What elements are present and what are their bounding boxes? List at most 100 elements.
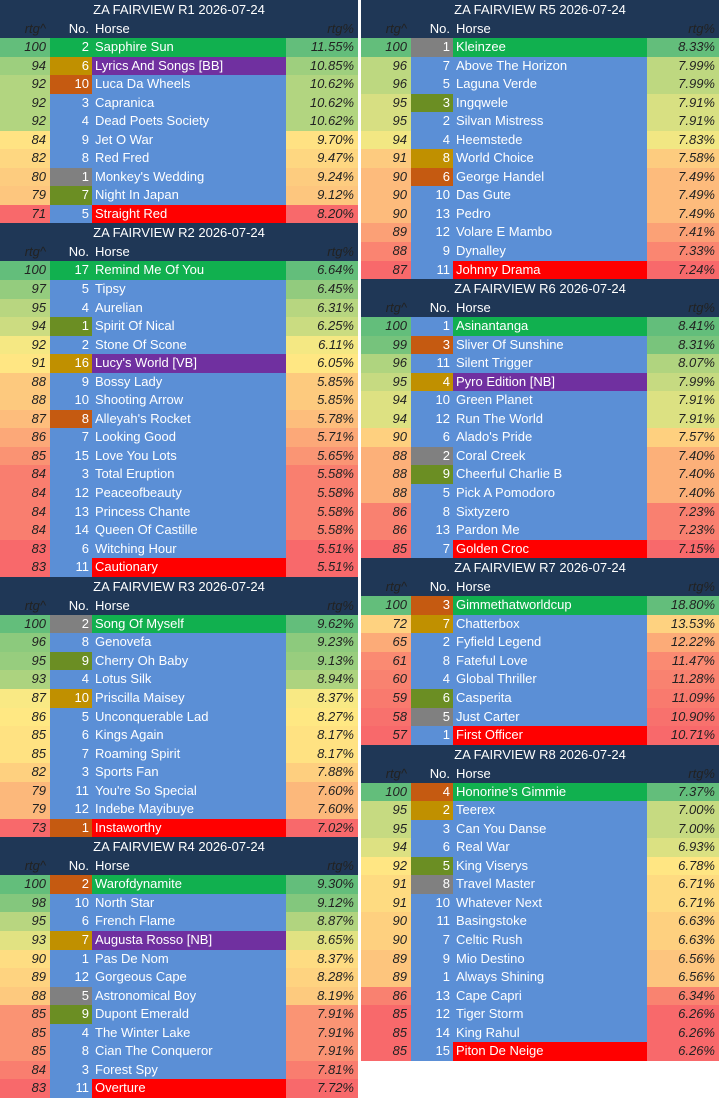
rating-cell: 92 [361, 856, 411, 876]
rating-percent-cell: 5.51% [286, 539, 358, 559]
table-row: 100 17 Remind Me Of You 6.64% [0, 261, 358, 281]
rating-cell: 94 [361, 409, 411, 429]
horse-name: Johnny Drama [453, 260, 647, 280]
rating-percent-cell: 8.19% [286, 986, 358, 1006]
header-horse: Horse [453, 763, 647, 783]
table-row: 88 9 Cheerful Charlie B 7.40% [361, 465, 719, 485]
horse-name: Real War [453, 838, 647, 857]
table-row: 92 5 King Viserys 6.78% [361, 856, 719, 876]
rating-cell: 86 [0, 428, 50, 447]
race-table: ZA FAIRVIEW R2 2026-07-24 rtg^ No. Horse rtg… [0, 223, 358, 577]
rating-cell: 86 [361, 986, 411, 1006]
rating-percent-cell: 7.91% [647, 93, 719, 113]
table-row: 94 10 Green Planet 7.91% [361, 391, 719, 410]
rating-percent-cell: 7.41% [647, 223, 719, 243]
horse-number: 4 [411, 782, 453, 802]
horse-name: Above The Horizon [453, 56, 647, 76]
table-row: 73 1 Instaworthy 7.02% [0, 818, 358, 838]
rating-cell: 89 [0, 968, 50, 987]
horse-name: Instaworthy [92, 818, 286, 838]
horse-name: Alleyah's Rocket [92, 409, 286, 429]
horse-name: Cherry Oh Baby [92, 651, 286, 671]
rating-cell: 89 [361, 949, 411, 969]
rating-percent-cell: 6.56% [647, 968, 719, 987]
rating-cell: 85 [0, 726, 50, 745]
rating-cell: 85 [361, 539, 411, 559]
rating-cell: 95 [361, 372, 411, 392]
rating-percent-cell: 7.40% [647, 465, 719, 485]
table-row: 97 5 Tipsy 6.45% [0, 280, 358, 299]
rating-cell: 59 [361, 688, 411, 708]
horse-name: Kings Again [92, 726, 286, 745]
horse-number: 1 [50, 167, 92, 187]
rating-percent-cell: 7.91% [647, 112, 719, 131]
table-row: 93 4 Lotus Silk 8.94% [0, 670, 358, 689]
table-row: 71 5 Straight Red 8.20% [0, 204, 358, 224]
horse-name: Red Fred [92, 149, 286, 168]
table-row: 82 8 Red Fred 9.47% [0, 149, 358, 168]
header-rtg[interactable]: rtg^ [24, 597, 46, 613]
rating-percent-cell: 6.45% [286, 280, 358, 299]
table-row: 84 9 Jet O War 9.70% [0, 130, 358, 150]
header-rtg[interactable]: rtg^ [24, 21, 46, 36]
table-row: 92 10 Luca Da Wheels 10.62% [0, 75, 358, 94]
table-row: 83 11 Cautionary 5.51% [0, 558, 358, 577]
header-rtg[interactable]: rtg^ [385, 765, 407, 781]
horse-number: 9 [411, 242, 453, 261]
rating-cell: 88 [361, 484, 411, 503]
rating-cell: 100 [361, 782, 411, 802]
header-rtg[interactable]: rtg^ [385, 579, 407, 595]
table-row: 85 15 Love You Lots 5.65% [0, 446, 358, 466]
horse-number: 7 [411, 539, 453, 559]
horse-name: Peaceofbeauty [92, 484, 286, 503]
rating-percent-cell: 6.26% [647, 1005, 719, 1024]
horse-number: 2 [411, 112, 453, 131]
table-header: rtg^ No. Horse rtg% [0, 19, 358, 38]
rating-percent-cell: 6.25% [286, 317, 358, 336]
table-row: 86 8 Sixtyzero 7.23% [361, 502, 719, 522]
table-header: rtg^ No. Horse rtg% [0, 856, 358, 876]
table-row: 88 5 Astronomical Boy 8.19% [0, 986, 358, 1006]
header-no: No. [50, 242, 92, 262]
rating-cell: 85 [361, 1042, 411, 1061]
horse-number: 5 [411, 707, 453, 727]
rating-percent-cell: 11.28% [647, 670, 719, 689]
header-rtg[interactable]: rtg^ [24, 858, 46, 874]
rating-percent-cell: 6.93% [647, 838, 719, 857]
horse-number: 5 [50, 986, 92, 1006]
horse-number: 10 [411, 893, 453, 913]
header-rtg-pct: rtg% [286, 242, 358, 262]
horse-number: 12 [50, 484, 92, 503]
rating-percent-cell: 7.02% [286, 818, 358, 838]
rating-cell: 93 [0, 930, 50, 950]
table-row: 85 4 The Winter Lake 7.91% [0, 1023, 358, 1043]
rating-cell: 95 [361, 112, 411, 131]
header-rtg[interactable]: rtg^ [385, 21, 407, 36]
rating-percent-cell: 7.60% [286, 800, 358, 819]
table-row: 88 9 Dynalley 7.33% [361, 242, 719, 261]
horse-name: George Handel [453, 167, 647, 187]
horse-number: 7 [411, 614, 453, 634]
header-horse: Horse [92, 19, 286, 38]
header-horse: Horse [92, 595, 286, 615]
rating-percent-cell: 5.71% [286, 428, 358, 447]
horse-number: 1 [50, 317, 92, 336]
rating-cell: 98 [0, 893, 50, 913]
horse-number: 1 [50, 949, 92, 969]
horse-name: Whatever Next [453, 893, 647, 913]
rating-percent-cell: 7.00% [647, 819, 719, 839]
table-row: 84 3 Total Eruption 5.58% [0, 465, 358, 485]
table-row: 83 6 Witching Hour 5.51% [0, 539, 358, 559]
header-rtg[interactable]: rtg^ [385, 300, 407, 316]
horse-name: Dupont Emerald [92, 1005, 286, 1024]
horse-number: 10 [50, 75, 92, 94]
header-rtg[interactable]: rtg^ [24, 244, 46, 260]
rating-cell: 95 [0, 298, 50, 318]
horse-number: 6 [50, 726, 92, 745]
rating-percent-cell: 6.56% [647, 949, 719, 969]
rating-cell: 71 [0, 204, 50, 224]
table-row: 100 1 Kleinzee 8.33% [361, 38, 719, 57]
header-no: No. [50, 856, 92, 876]
horse-name: Mio Destino [453, 949, 647, 969]
header-horse: Horse [453, 577, 647, 597]
